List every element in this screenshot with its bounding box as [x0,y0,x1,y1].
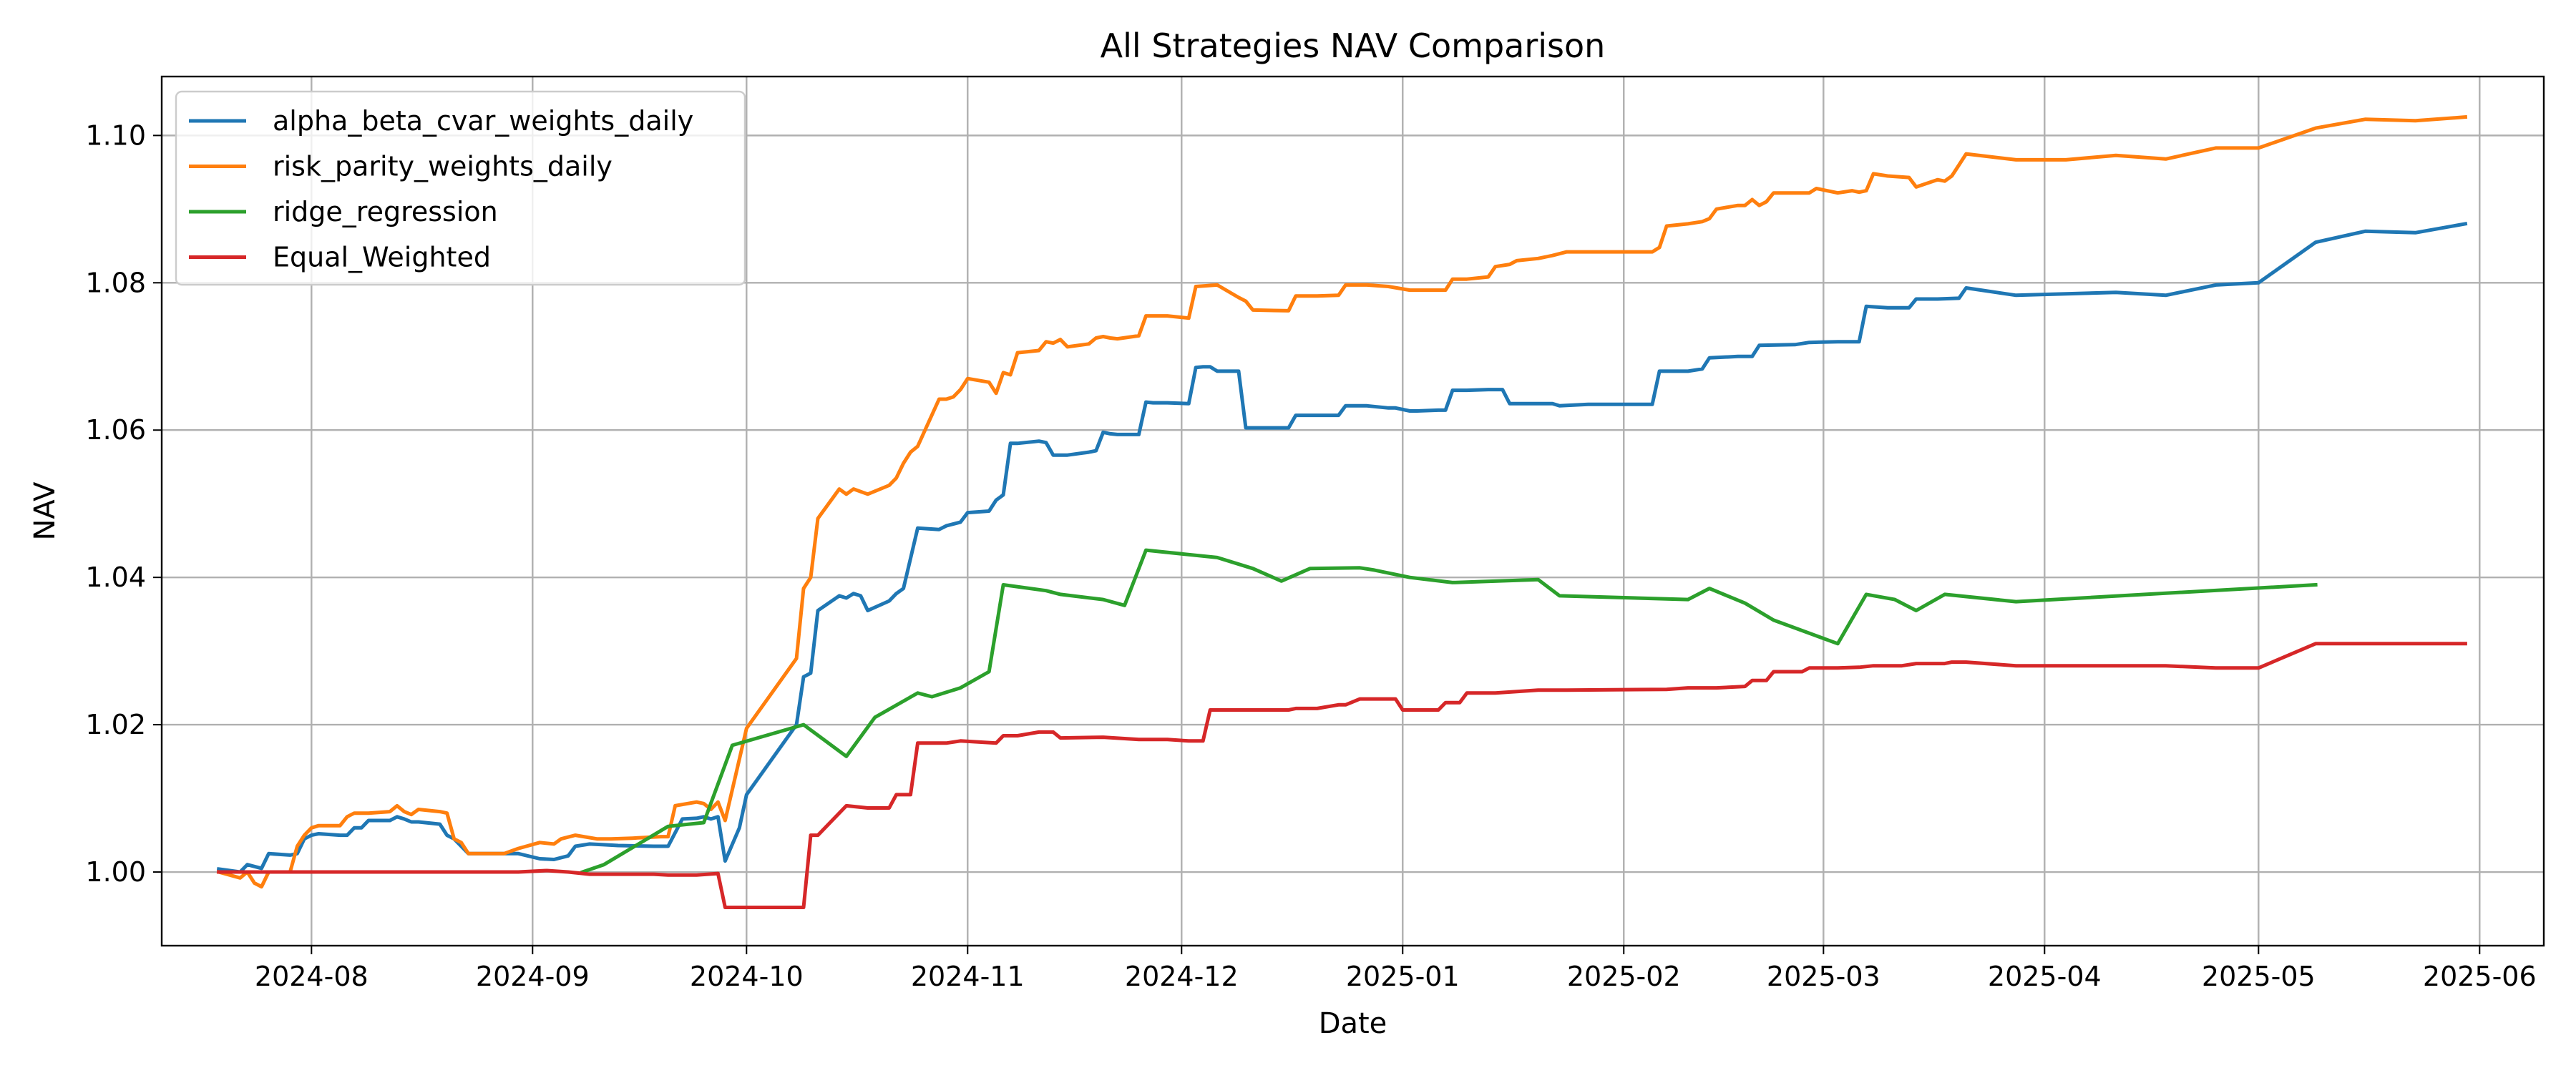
legend-box [175,90,746,286]
x-tick-label: 2024-10 [690,961,804,992]
series-line-equal-weighted [217,642,2467,909]
series-lines [216,114,2468,909]
plot-frame [160,75,2545,947]
x-tick-label: 2024-08 [255,961,369,992]
y-tick-label: 1.02 [85,709,146,740]
y-tick-label: 1.06 [85,414,146,446]
y-axis-label: NAV [29,481,62,541]
chart-title: All Strategies NAV Comparison [1101,26,1606,65]
x-tick-label: 2025-04 [1988,961,2102,992]
x-tick-label: 2025-05 [2202,961,2316,992]
y-tick-label: 1.00 [85,856,146,888]
x-tick-label: 2025-02 [1567,961,1681,992]
legend-label: risk_parity_weights_daily [273,151,613,182]
x-tick-label: 2025-06 [2423,961,2537,992]
x-tick-label: 2024-09 [476,961,590,992]
x-tick-label: 2025-01 [1346,961,1460,992]
x-axis-label: Date [1319,1007,1387,1040]
y-tick-label: 1.10 [85,119,146,151]
x-tick-label: 2024-12 [1125,961,1239,992]
series-line-ridge-regression [580,548,2318,875]
legend-label: alpha_beta_cvar_weights_daily [273,105,693,137]
legend-label: Equal_Weighted [273,242,491,273]
x-tick-label: 2025-03 [1767,961,1880,992]
legend: alpha_beta_cvar_weights_daily risk_parity… [175,90,746,286]
axis-ticks: 2024-08 2024-09 2024-10 2024-11 2024-12 2025-… [85,119,2536,992]
x-tick-label: 2024-11 [911,961,1025,992]
y-tick-label: 1.08 [85,267,146,298]
series-line-risk-parity-weights-daily [216,114,2468,889]
y-tick-label: 1.04 [85,562,146,593]
legend-label: ridge_regression [273,196,498,227]
